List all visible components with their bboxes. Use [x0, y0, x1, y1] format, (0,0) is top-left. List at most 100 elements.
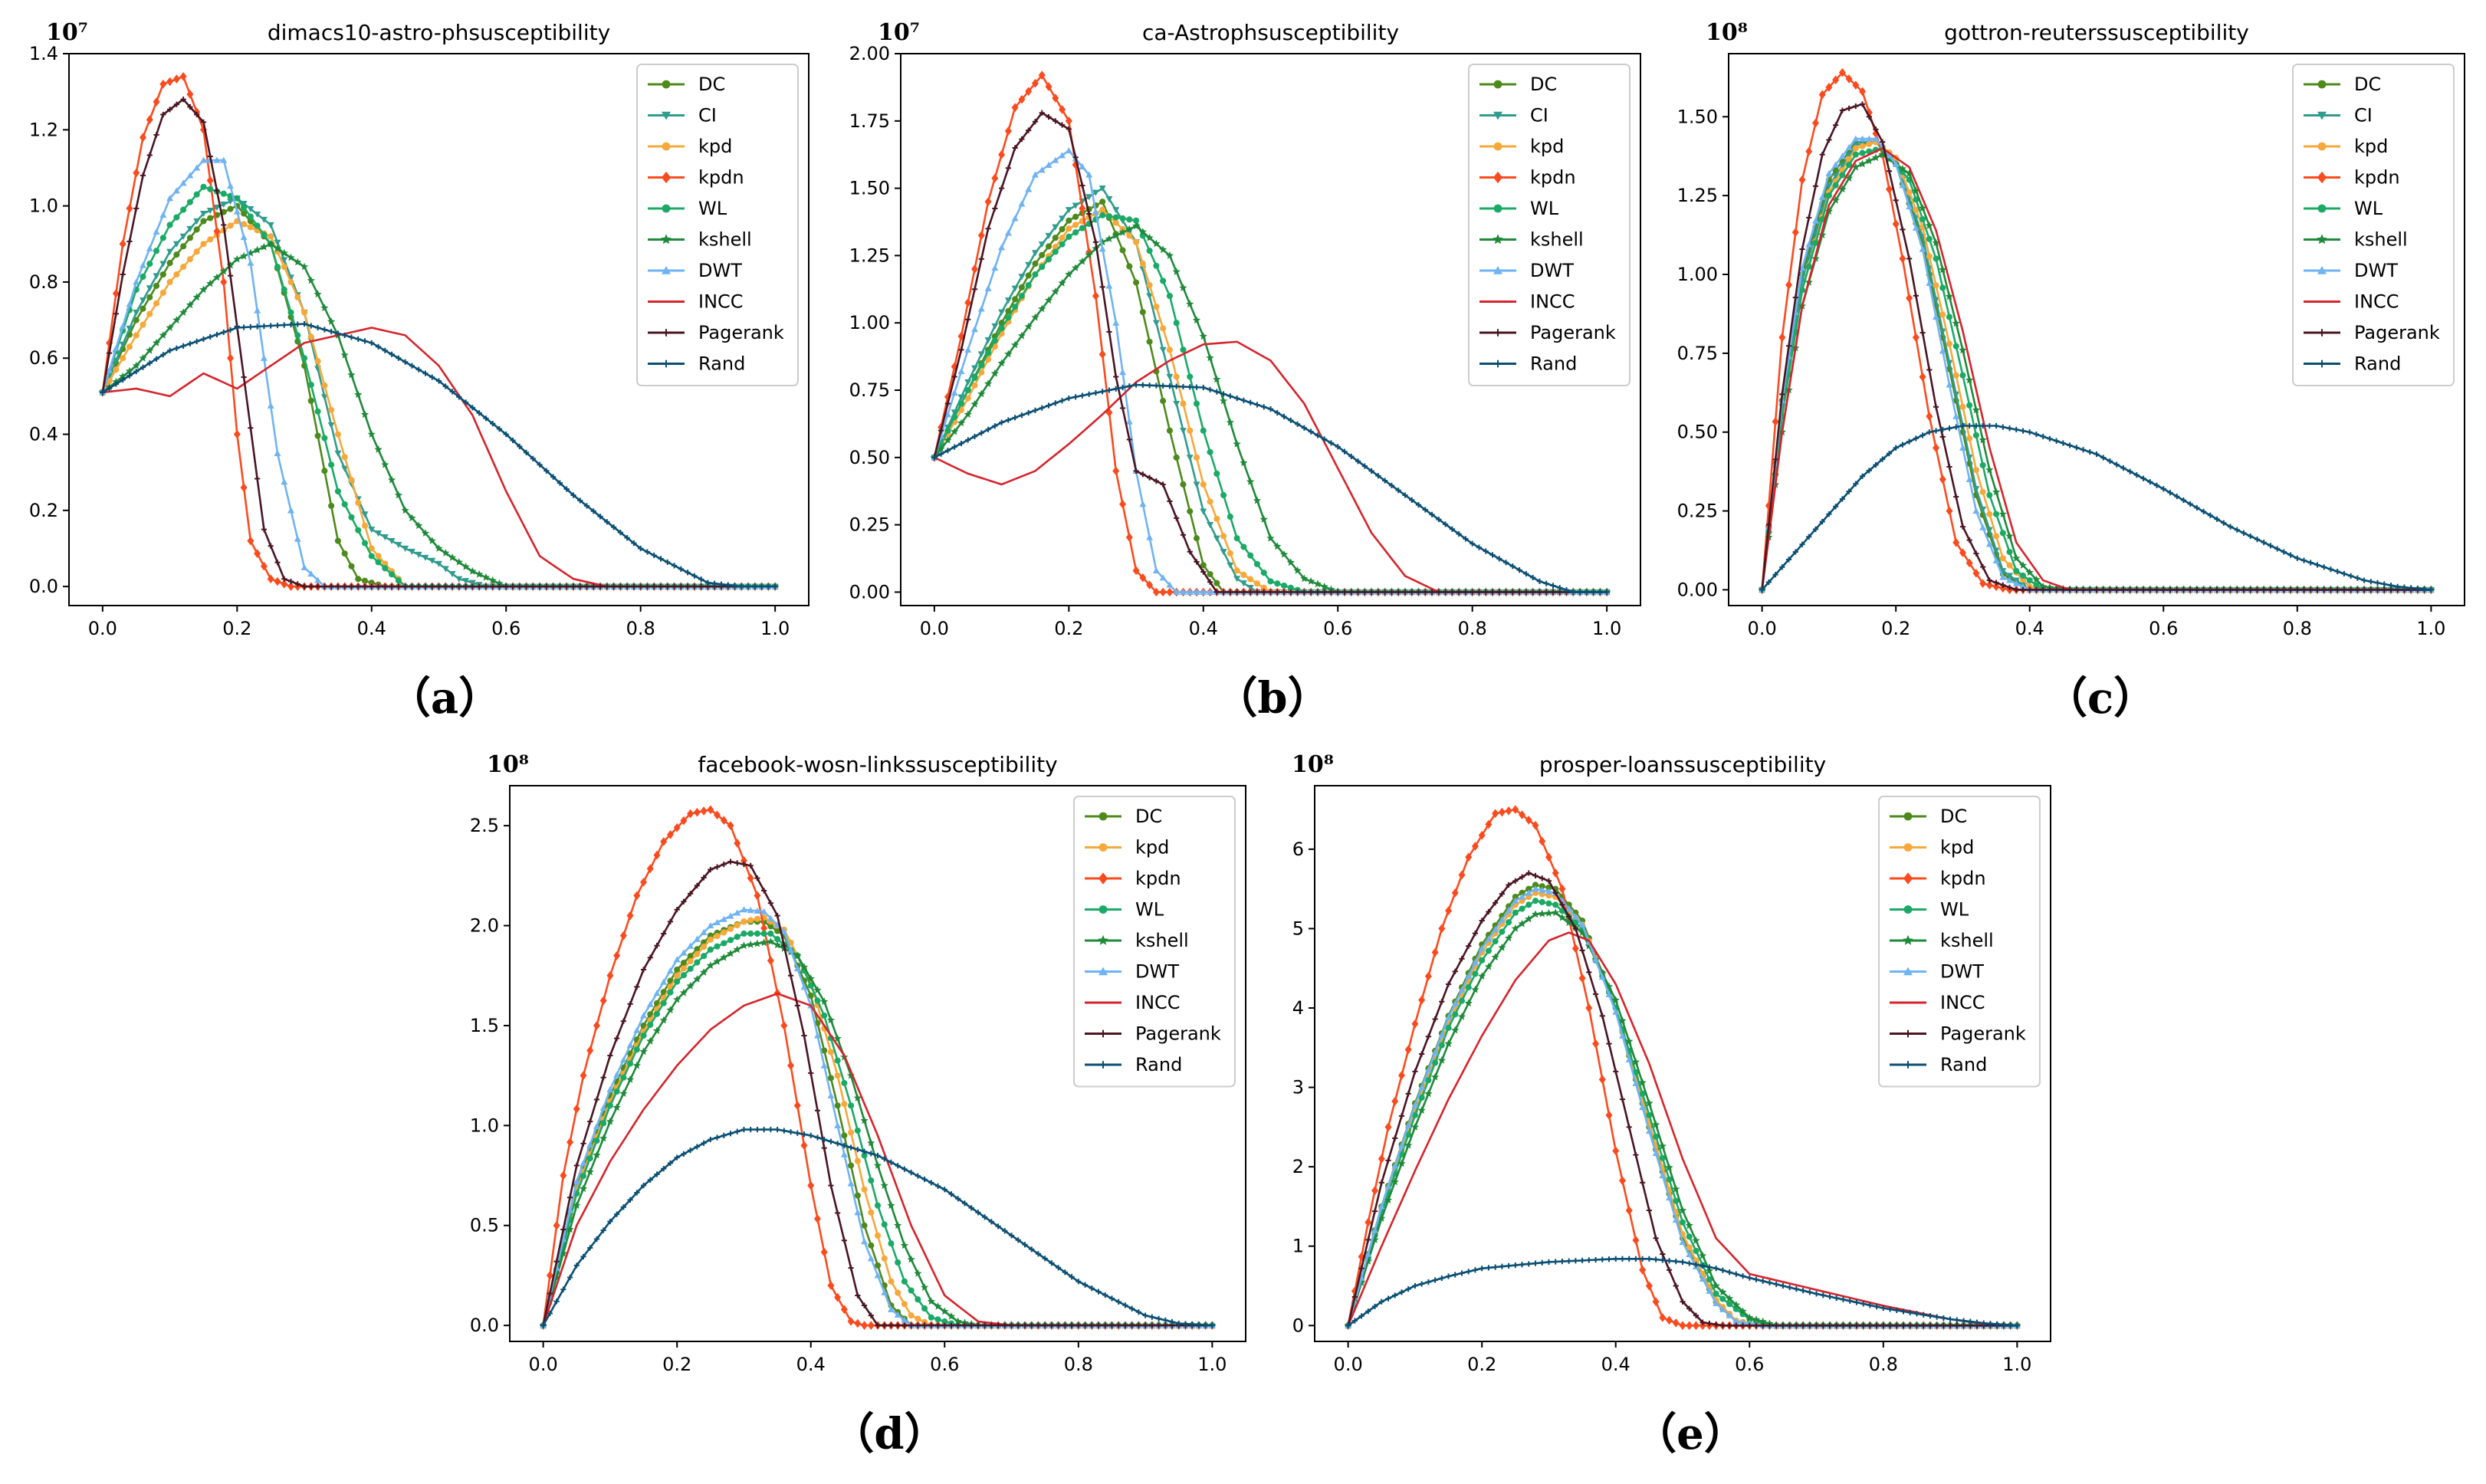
legend-item-kshell: kshell — [1890, 930, 1994, 951]
series-rand — [540, 1126, 1215, 1328]
legend-item-ci: CI — [2304, 105, 2373, 126]
series-markers — [1759, 101, 2434, 593]
y-tick-label: 2.5 — [470, 815, 499, 836]
legend-item-pagerank: Pagerank — [1890, 1023, 2026, 1045]
x-tick-label: 0.0 — [1748, 618, 1777, 639]
y-tick-label: 0.75 — [849, 379, 890, 401]
y-tick-label: 1.50 — [849, 178, 890, 199]
series-rand — [1759, 422, 2434, 593]
x-tick-label: 0.8 — [2283, 618, 2312, 639]
legend-label: CI — [2354, 105, 2373, 126]
legend-item-incc: INCC — [1890, 992, 1985, 1013]
legend-item-kpdn: kpdn — [1085, 868, 1181, 889]
legend-label: kpd — [698, 136, 732, 157]
x-tick-label: 0.2 — [1881, 618, 1910, 639]
chart-title: dimacs10-astro-phsusceptibility — [268, 20, 610, 45]
legend-item-kshell: kshell — [1479, 229, 1584, 251]
plot-area — [1758, 67, 2435, 595]
y-tick-label: 1.2 — [29, 119, 58, 140]
y-tick-label: 0.2 — [29, 500, 58, 521]
legend-label: kshell — [1940, 930, 1994, 951]
y-tick-label: 1.00 — [1677, 264, 1718, 285]
plot-area — [98, 71, 780, 592]
series-markers — [1759, 422, 2434, 593]
legend-label: WL — [1940, 899, 1969, 921]
x-tick-label: 0.2 — [1467, 1354, 1496, 1375]
legend-label: WL — [1530, 198, 1559, 219]
series-pagerank — [1345, 870, 2020, 1328]
legend: DC kpd kpdn WL kshell DWT INCC Pagerank Rand — [1878, 796, 2041, 1088]
legend-label: DC — [698, 74, 725, 95]
y-tick-label: 0.50 — [849, 447, 890, 468]
legend-box — [1468, 64, 1631, 386]
x-tick-label: 0.6 — [1323, 618, 1352, 639]
series-rand — [100, 320, 778, 589]
plot-frame — [1314, 785, 2051, 1342]
legend-label: Pagerank — [698, 322, 784, 343]
x-tick-label: 1.0 — [2416, 618, 2445, 639]
legend-item-dwt: DWT — [1890, 961, 1984, 983]
chart-title: gottron-reuterssusceptibility — [1944, 20, 2249, 45]
legend-item-dc: DC — [2304, 74, 2381, 95]
series-pagerank — [1759, 101, 2434, 593]
legend-item-kpd: kpd — [1479, 136, 1564, 157]
legend-item-rand: Rand — [2304, 353, 2401, 375]
legend-label: Rand — [1530, 353, 1577, 375]
legend: DC CI kpd kpdn WL kshell DWT INCC Pagerank Rand — [1468, 64, 1631, 386]
chart-title: ca-Astrophsusceptibility — [1142, 20, 1399, 45]
y-tick-label: 1.25 — [1677, 185, 1718, 206]
legend-item-kpdn: kpdn — [1479, 167, 1576, 189]
legend: DC CI kpd kpdn WL kshell DWT INCC Pagerank Rand — [636, 64, 799, 386]
y-scale-exponent: 10⁸ — [1292, 751, 1334, 778]
legend-item-incc: INCC — [2304, 291, 2399, 313]
y-tick-label: 0.0 — [470, 1315, 499, 1336]
y-tick-label: 4 — [1292, 997, 1304, 1019]
legend-item-dc: DC — [648, 74, 725, 95]
legend-label: DWT — [2354, 260, 2398, 281]
y-tick-label: 0.25 — [849, 514, 890, 536]
legend-box — [636, 64, 799, 386]
legend-item-wl: WL — [648, 198, 727, 219]
x-tick-label: 0.0 — [88, 618, 117, 639]
legend-label: kshell — [1530, 229, 1584, 251]
y-tick-label: 0.6 — [29, 347, 58, 369]
x-tick-label: 0.4 — [796, 1354, 826, 1375]
legend-label: DWT — [1135, 961, 1179, 983]
x-tick-label: 1.0 — [2002, 1354, 2031, 1375]
legend-item-kshell: kshell — [1085, 930, 1189, 951]
y-tick-label: 2.0 — [470, 915, 499, 937]
y-tick-label: 0.0 — [29, 576, 58, 597]
y-tick-label: 2 — [1292, 1156, 1304, 1177]
legend-label: Rand — [1940, 1054, 1987, 1075]
legend-item-dwt: DWT — [648, 260, 742, 281]
panel-label: （b） — [1214, 673, 1330, 724]
series-markers — [100, 320, 778, 589]
legend-item-kpd: kpd — [2304, 136, 2388, 157]
y-tick-label: 0.50 — [1677, 422, 1718, 443]
series-rand — [931, 382, 1610, 596]
y-scale-exponent: 10⁷ — [878, 19, 920, 46]
legend-label: WL — [2354, 198, 2383, 219]
legend-item-dc: DC — [1479, 74, 1557, 95]
legend-label: DWT — [698, 260, 742, 281]
x-tick-label: 0.0 — [529, 1354, 558, 1375]
legend-box — [1878, 796, 2041, 1088]
legend-item-kpd: kpd — [1890, 837, 1974, 859]
chart-title: facebook-wosn-linkssusceptibility — [698, 752, 1057, 777]
panel-label: （d） — [831, 1409, 947, 1459]
x-tick-label: 0.6 — [2149, 618, 2178, 639]
x-tick-label: 0.4 — [2015, 618, 2044, 639]
y-tick-label: 0.8 — [29, 271, 58, 293]
y-scale-exponent: 10⁸ — [1706, 19, 1748, 46]
y-tick-label: 0.5 — [470, 1215, 499, 1236]
legend-label: WL — [1135, 899, 1164, 921]
legend-item-incc: INCC — [1085, 992, 1181, 1013]
legend-label: DWT — [1940, 961, 1984, 983]
legend-label: Pagerank — [1135, 1023, 1221, 1045]
legend-item-rand: Rand — [1085, 1054, 1182, 1075]
legend-item-dc: DC — [1890, 806, 1967, 827]
plot-area — [930, 71, 1611, 597]
legend-label: kshell — [698, 229, 752, 251]
legend-label: Rand — [2354, 353, 2401, 375]
